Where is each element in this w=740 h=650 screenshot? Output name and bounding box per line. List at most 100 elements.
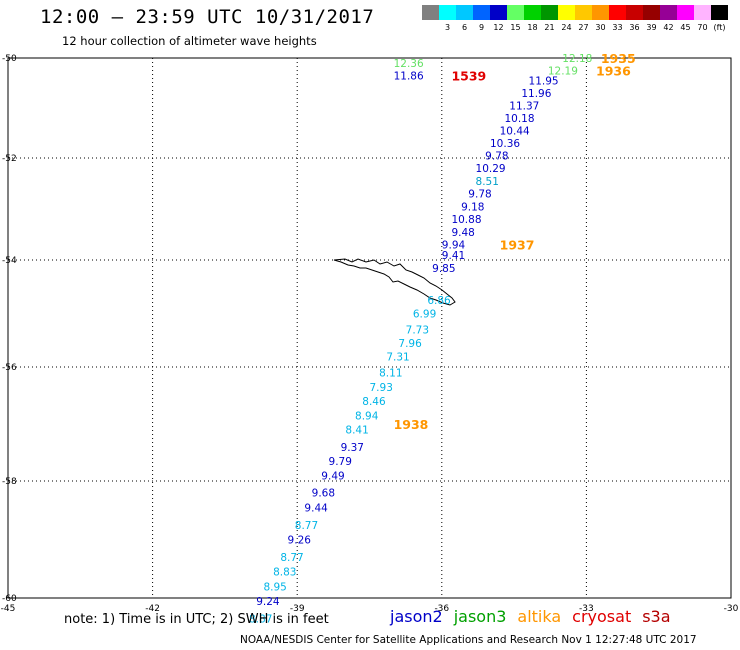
wave-height-value: 8.95 [263,581,286,593]
pass-time-label: 1935 [601,51,636,66]
colorbar-label: 39 [646,23,657,32]
colorbar-swatch [575,5,592,20]
wave-height-value: 7.96 [398,338,422,350]
wave-height-value: 6.99 [413,309,436,321]
lon-tick-label: -39 [290,604,305,614]
wave-height-value: 8.51 [476,176,499,188]
page-subtitle: 12 hour collection of altimeter wave hei… [62,34,317,48]
legend-cryosat: cryosat [572,607,632,626]
wave-height-value: 12.18 [562,53,592,65]
axis-ticks: -45 -42 -39 -36 -33 -30 -50 -52 -54 -56 -58 -60 [1,54,739,614]
wave-height-value: 10.36 [490,138,520,150]
colorbar-swatch [592,5,609,20]
colorbar-swatch [507,5,524,20]
colorbar-swatch [422,5,439,20]
wave-height-value: 9.18 [461,201,484,213]
wave-height-value: 9.68 [312,488,335,500]
wave-height-value: 8.77 [295,520,318,532]
colorbar-swatch [541,5,558,20]
wave-height-value: 7.93 [370,382,393,394]
lat-tick-label: -58 [2,477,17,487]
wave-height-value: 10.29 [476,163,506,175]
south-georgia-coastline [333,258,456,306]
map-frame [7,57,732,599]
colorbar-label: 24 [561,23,572,32]
wave-height-value: 9.79 [329,456,352,468]
wave-height-value: 8.41 [345,425,368,437]
wave-height-value: 8.83 [273,567,296,579]
wave-height-value: 9.44 [304,502,328,514]
pass-time-label: 1936 [596,64,631,79]
colorbar-swatch [643,5,660,20]
colorbar-swatch [694,5,711,20]
colorbar-swatch [524,5,541,20]
satellite-legend: jason2 jason3 altika cryosat s3a [390,607,682,626]
legend-jason2: jason2 [390,607,443,626]
colorbar-label: 9 [478,23,485,32]
wave-height-value: 9.48 [451,227,474,239]
legend-altika: altika [517,607,562,626]
wave-height-value: 9.49 [321,470,344,482]
wave-height-value: 9.78 [485,151,508,163]
wave-height-value: 9.37 [341,442,364,454]
colorbar-swatch [473,5,490,20]
lat-tick-label: -52 [2,154,17,164]
wave-height-value: 11.96 [521,88,551,100]
colorbar-label: 3 [444,23,451,32]
colorbar-label: (ft) [713,23,726,32]
lat-tick-label: -54 [2,256,17,266]
colorbar-swatch [626,5,643,20]
colorbar-swatch [490,5,507,20]
colorbar-label: 45 [680,23,691,32]
colorbar-swatch [558,5,575,20]
pass-time-label: 1937 [500,238,535,253]
wave-height-value: 8.11 [379,368,402,380]
wave-height-value: 11.95 [529,76,559,88]
colorbar-label: 42 [663,23,674,32]
legend-jason3: jason3 [453,607,507,626]
wave-height-value: 8.77 [280,552,303,564]
wave-height-value: 10.88 [451,214,481,226]
lon-tick-label: -42 [145,604,160,614]
wave-height-value: 9.94 [442,240,466,252]
colorbar-swatch [711,5,728,20]
colorbar-swatch [660,5,677,20]
colorbar-label: 27 [578,23,589,32]
pass-time-label: 1539 [451,69,486,84]
wave-height-value: 9.85 [432,263,455,275]
lon-tick-label: -33 [579,604,594,614]
colorbar-label: 6 [461,23,468,32]
wave-height-value: 9.24 [256,596,280,608]
wave-height-value: 7.73 [406,325,429,337]
wave-height-value: 9.26 [288,535,312,547]
wave-height-value: 9.78 [468,189,491,201]
wave-height-value: 12.36 [394,58,424,70]
lat-tick-label: -50 [2,54,17,64]
wave-height-value: 8.87 [249,613,272,625]
wave-height-value: 12.19 [548,66,578,78]
colorbar-swatch [609,5,626,20]
wave-height-value: 8.94 [355,410,379,422]
footnote: note: 1) Time is in UTC; 2) SWH is in fe… [64,612,329,627]
wave-height-value: 11.37 [509,101,539,113]
map-grid [8,58,731,598]
lon-tick-label: -36 [434,604,449,614]
lon-tick-label: -30 [724,604,739,614]
wave-height-value: 7.31 [386,351,409,363]
credit-line: NOAA/NESDIS Center for Satellite Applica… [240,634,697,646]
colorbar-label: 70 [697,23,708,32]
map-border [7,57,732,599]
colorbar-swatch [439,5,456,20]
colorbar-swatch [677,5,694,20]
wave-height-value: 10.18 [504,113,534,125]
lat-tick-label: -56 [2,363,17,373]
wave-height-value: 11.86 [394,71,424,83]
page-title: 12:00 – 23:59 UTC 10/31/2017 [40,6,375,28]
colorbar-label: 36 [629,23,640,32]
colorbar-label: 33 [612,23,623,32]
wave-height-value: 10.44 [500,126,530,138]
colorbar-label: 30 [595,23,606,32]
